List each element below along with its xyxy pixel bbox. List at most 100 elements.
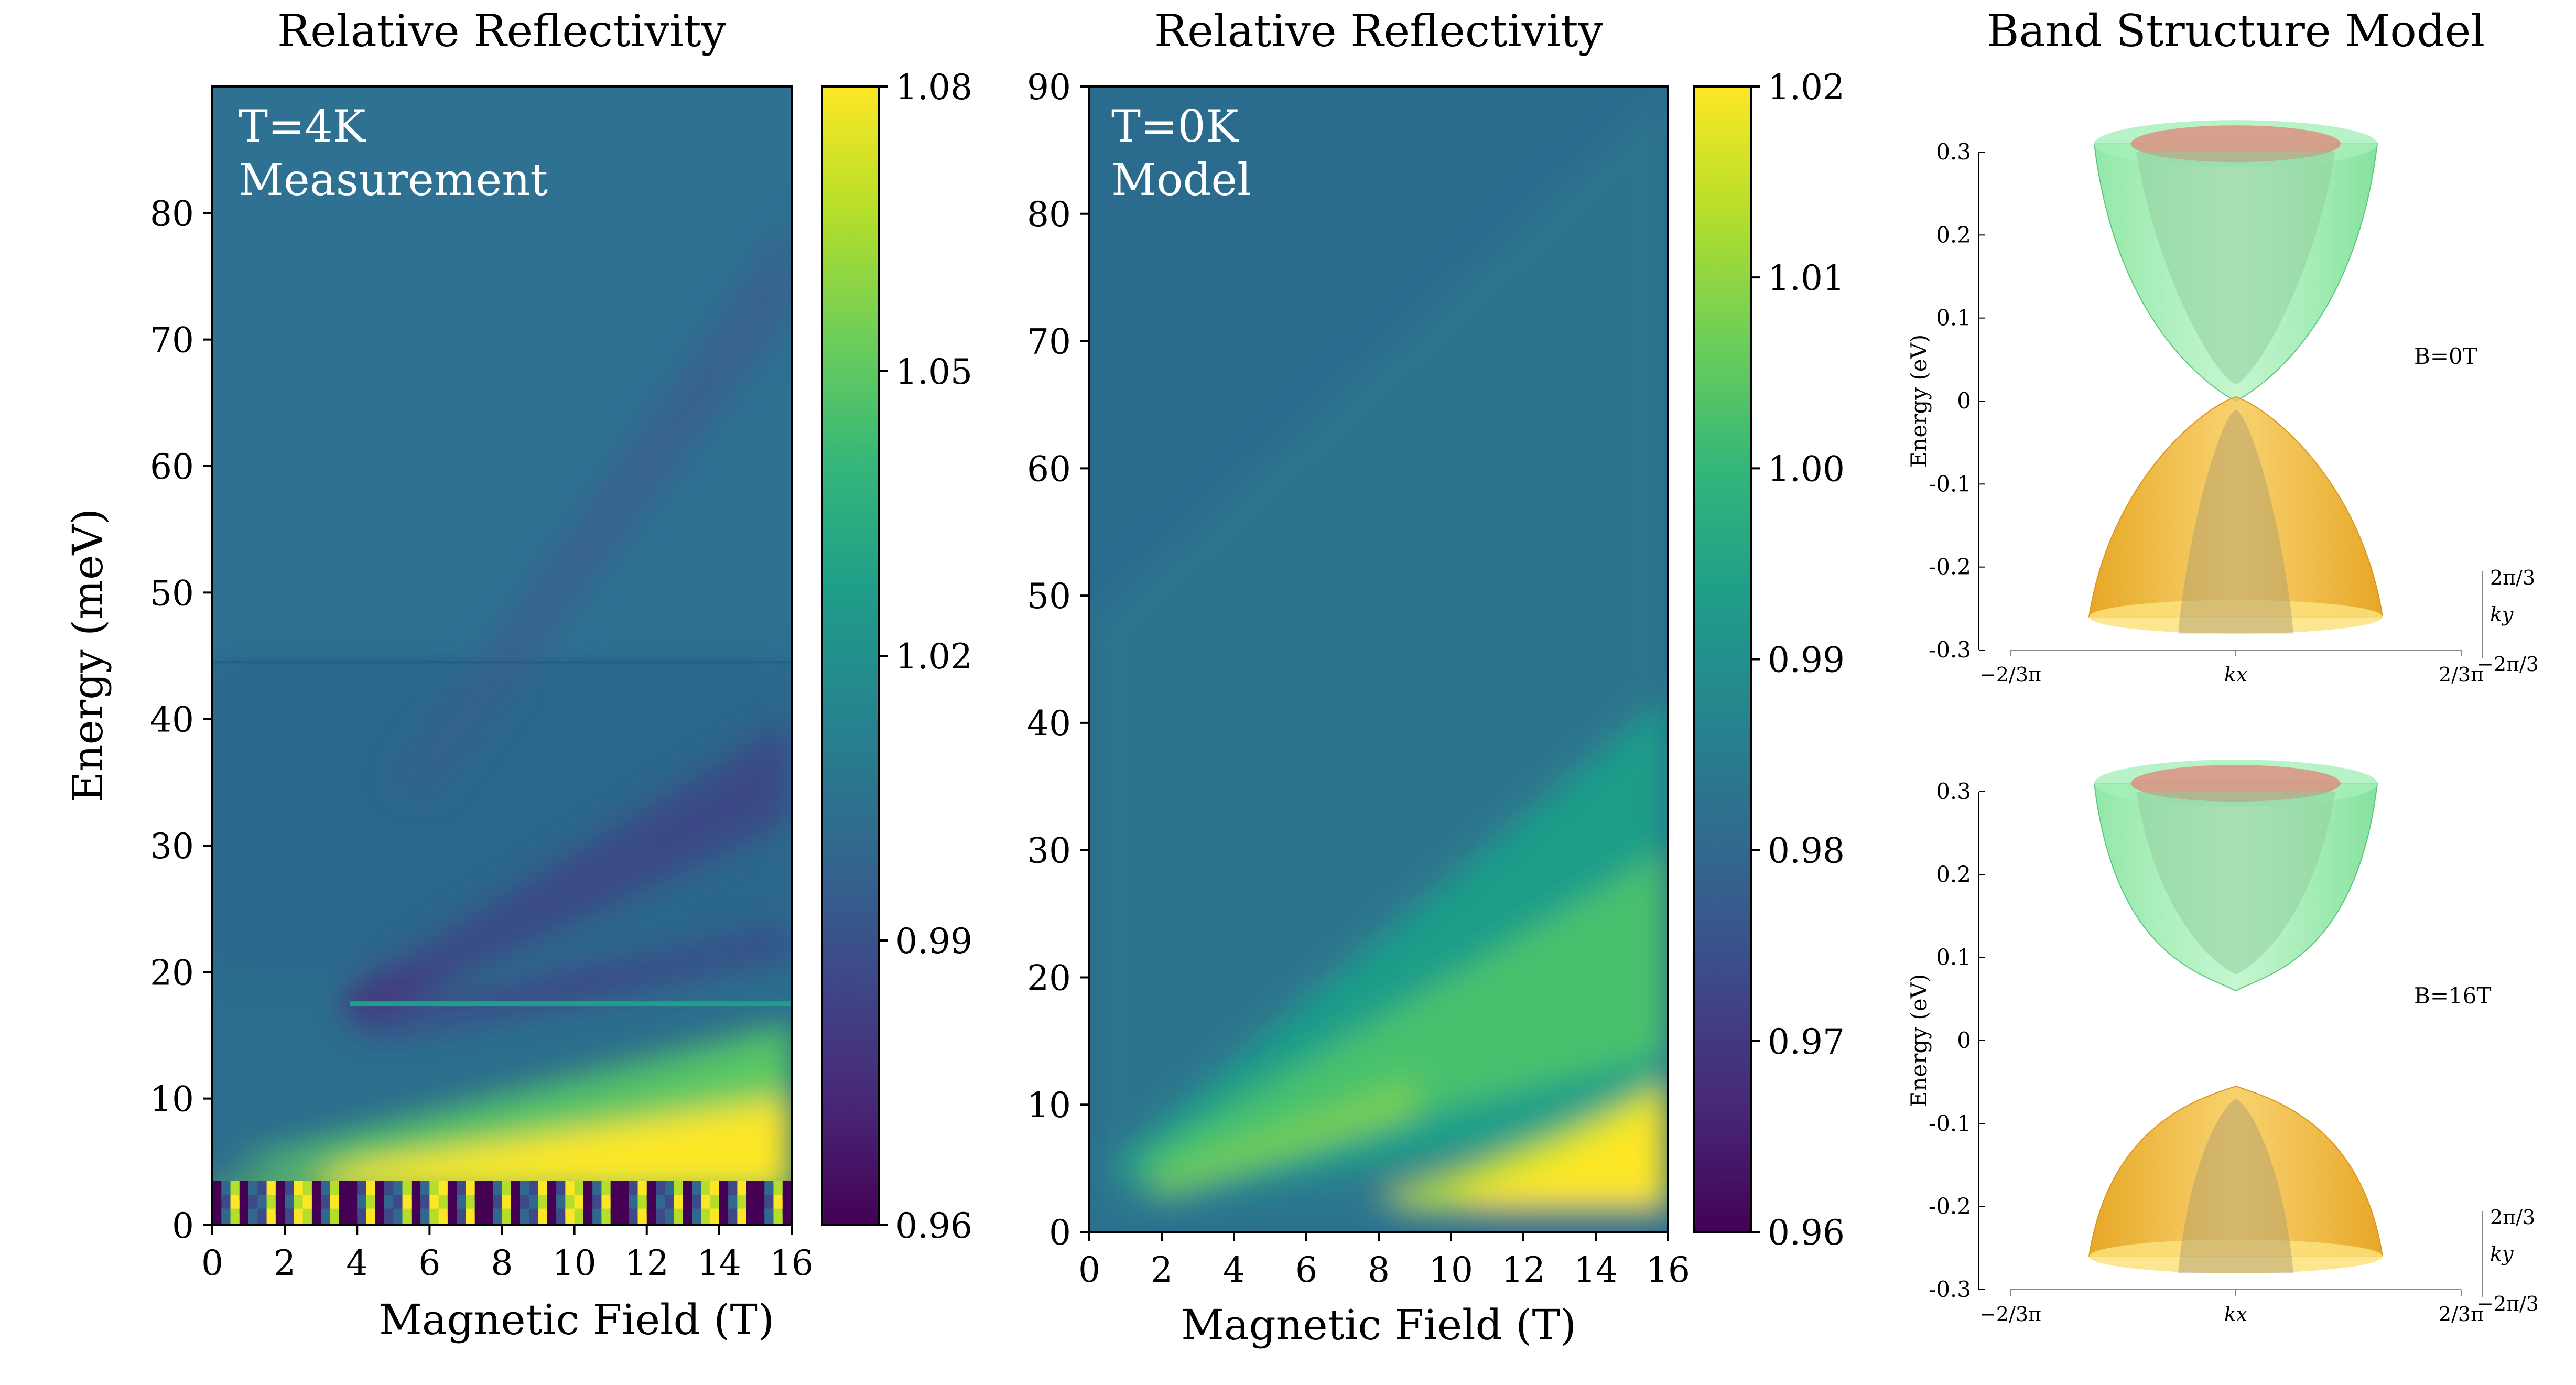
y-tick-label: 50 xyxy=(150,573,194,613)
noise-cell xyxy=(583,1208,593,1225)
x-tick-label: 0 xyxy=(1078,1250,1100,1290)
y-tick-label: 50 xyxy=(1027,576,1071,616)
y-tick-label: 30 xyxy=(150,826,194,867)
noise-cell xyxy=(547,1208,557,1225)
green-fan xyxy=(230,1022,792,1175)
measurement-annotation-line1: T=4K xyxy=(239,101,367,152)
colorbar-tick-label: 1.05 xyxy=(895,352,972,392)
noise-cell xyxy=(646,1208,657,1225)
inner-band xyxy=(2136,152,2335,385)
noise-cell xyxy=(520,1208,530,1225)
noise-cell xyxy=(330,1208,340,1225)
kx-label: kx xyxy=(2224,663,2247,686)
band-y-tick-label: -0.2 xyxy=(1929,554,1971,580)
noise-cell xyxy=(466,1208,475,1225)
x-tick-label: 4 xyxy=(1223,1250,1245,1290)
x-tick-label: 14 xyxy=(697,1243,741,1283)
measurement-colorbar-ticks: 0.96 0.99 1.02 1.05 1.08 xyxy=(879,67,972,1246)
x-tick-label: 2 xyxy=(1151,1250,1173,1290)
noise-cell xyxy=(683,1208,693,1225)
noise-cell xyxy=(285,1208,295,1225)
x-tick-label: 6 xyxy=(418,1243,440,1283)
measurement-xlabel: Magnetic Field (T) xyxy=(379,1295,774,1344)
noise-cell xyxy=(601,1208,611,1225)
measurement-axes-ticks: 0 2 4 6 8 10 12 14 16 0 10 20 30 40 50 60 70 80 xyxy=(150,193,814,1283)
noise-cell xyxy=(619,1208,630,1225)
band-y-tick-label: -0.3 xyxy=(1929,637,1971,663)
ky-bottom-label: −2π/3 xyxy=(2477,653,2539,676)
noise-cell xyxy=(457,1208,467,1225)
colorbar-tick-label: 0.96 xyxy=(1768,1213,1845,1253)
noise-cell xyxy=(429,1208,439,1225)
y-tick-label: 20 xyxy=(1027,958,1071,998)
noise-cell xyxy=(610,1208,620,1225)
inner-valence-band xyxy=(2178,409,2293,634)
y-tick-label: 60 xyxy=(150,447,194,487)
band-structure-title: Band Structure Model xyxy=(1987,5,2485,57)
valence-band xyxy=(2088,1086,2384,1257)
x-tick-label: 0 xyxy=(201,1243,223,1283)
model-annotation-line1: T=0K xyxy=(1111,101,1240,152)
noise-cell xyxy=(656,1208,666,1225)
y-tick-label: 10 xyxy=(1027,1085,1071,1126)
colorbar-tick-label: 1.00 xyxy=(1768,449,1845,489)
band-structure-b16: 0.3 0.2 0.1 0 -0.1 -0.2 -0.3 Energy (eV) B=16T −2… xyxy=(1906,760,2539,1326)
band-y-tick-label: 0.2 xyxy=(1936,222,1971,247)
noise-cell xyxy=(447,1208,458,1225)
noise-cell xyxy=(665,1208,675,1225)
noise-cell xyxy=(728,1208,738,1225)
measurement-annotation-line2: Measurement xyxy=(239,154,548,205)
x-tick-label: 4 xyxy=(346,1243,368,1283)
bright-region xyxy=(1451,1091,1668,1207)
noise-cell xyxy=(701,1208,711,1225)
x-tick-label: 16 xyxy=(1646,1250,1690,1290)
noise-cell xyxy=(556,1208,566,1225)
model-heatmap-features xyxy=(1089,86,1668,1232)
measurement-heatmap xyxy=(212,86,792,1225)
ky-label: ky xyxy=(2490,1242,2514,1265)
noise-cell xyxy=(782,1208,792,1225)
y-tick-label: 0 xyxy=(172,1206,194,1246)
ky-top-label: 2π/3 xyxy=(2490,1206,2535,1229)
measurement-panel: Relative Reflectivity T=4K Measurement 0… xyxy=(63,5,972,1344)
model-colorbar-ticks: 0.96 0.97 0.98 0.99 1.00 1.01 1.02 xyxy=(1751,67,1845,1253)
y-tick-label: 40 xyxy=(1027,704,1071,744)
measurement-heatmap-sharp-features xyxy=(212,661,792,1225)
colorbar-tick-label: 0.99 xyxy=(1768,640,1845,680)
noise-cell xyxy=(629,1208,638,1225)
inner-valence-band xyxy=(2178,1098,2293,1273)
noise-cell xyxy=(402,1208,412,1225)
model-title: Relative Reflectivity xyxy=(1154,5,1604,57)
noise-cell xyxy=(420,1208,430,1225)
valence-band-bottom xyxy=(2089,1239,2383,1273)
y-tick-label: 80 xyxy=(1027,194,1071,235)
measurement-title: Relative Reflectivity xyxy=(277,5,727,57)
noise-cell xyxy=(538,1208,548,1225)
noise-cell xyxy=(411,1208,421,1225)
colorbar-tick-label: 1.01 xyxy=(1768,258,1845,298)
noise-cell xyxy=(710,1208,720,1225)
band-y-tick-label: 0 xyxy=(1957,388,1971,414)
noise-cell xyxy=(474,1208,484,1225)
y-tick-label: 60 xyxy=(1027,449,1071,489)
band-y-tick-label: 0.1 xyxy=(1936,305,1971,331)
x-tick-label: 6 xyxy=(1295,1250,1317,1290)
valence-band xyxy=(2088,396,2384,618)
y-tick-label: 90 xyxy=(1027,67,1071,107)
measurement-colorbar xyxy=(821,85,880,1226)
band-ylabel: Energy (eV) xyxy=(1906,974,1932,1108)
ky-label: ky xyxy=(2490,603,2514,626)
noise-cell xyxy=(311,1208,322,1225)
band-y-tick-label: 0.2 xyxy=(1936,861,1971,887)
kx-left-label: −2/3π xyxy=(1979,1303,2041,1326)
green-fan xyxy=(1125,850,1668,1168)
x-tick-label: 10 xyxy=(553,1243,597,1283)
noise-cell xyxy=(737,1208,747,1225)
colorbar-tick-label: 0.99 xyxy=(895,921,972,961)
x-tick-label: 8 xyxy=(491,1243,513,1283)
y-tick-label: 80 xyxy=(150,193,194,234)
y-tick-label: 40 xyxy=(150,700,194,740)
noise-cell xyxy=(692,1208,702,1225)
